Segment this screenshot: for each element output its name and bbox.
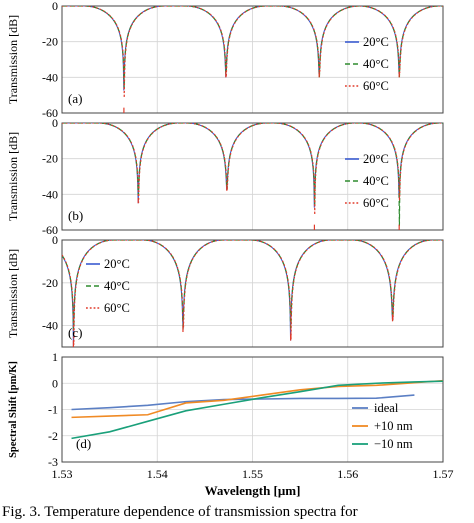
y-tick-label: -60 [42,106,58,120]
figure-caption: Fig. 3. Temperature dependence of transm… [2,504,358,520]
series-line-2 [71,379,443,419]
y-tick-label: 0 [52,376,58,390]
legend-label: 60°C [363,196,389,210]
series-line-3 [62,6,443,98]
legend-label: 40°C [104,279,130,293]
panel-label: (a) [68,91,82,106]
y-tick-label: 0 [52,0,58,13]
y-axis-label: Spectral Shift [pm/K] [8,361,19,458]
legend-label: −10 nm [374,437,413,451]
legend-label: 60°C [363,79,389,93]
y-tick-label: 0 [52,116,58,130]
legend-label: 20°C [104,257,130,271]
y-tick-label: -20 [42,152,58,166]
y-tick-label: -2 [48,429,58,443]
legend-label: +10 nm [374,419,413,433]
series-line-3 [62,123,443,215]
panel-label: (d) [76,436,91,451]
y-axis-label: Transmission [dB] [6,15,20,104]
y-tick-label: 0 [52,233,58,247]
legend-label: 60°C [104,301,130,315]
y-tick-label: -40 [42,187,58,201]
x-tick-label: 1.57 [433,467,454,481]
panel-label: (b) [68,208,83,223]
x-tick-label: 1.55 [242,467,263,481]
series-line-1 [71,394,415,411]
x-tick-label: 1.54 [147,467,168,481]
y-tick-label: -3 [48,455,58,469]
y-tick-label: 1 [52,350,58,364]
legend-label: ideal [374,401,399,415]
plot-frame [61,5,444,114]
y-axis-label: Transmission [dB] [6,249,20,338]
legend-label: 40°C [363,57,389,71]
panel-label: (c) [68,325,82,340]
panel-2: 0 -20 -40 -60 Transmission [dB] 20°C 40°C 60°C (… [6,116,444,237]
series-line-2 [62,6,443,88]
legend-label: 40°C [363,174,389,188]
x-tick-label: 1.53 [52,467,73,481]
legend-label: 20°C [363,152,389,166]
plot-frame [61,122,444,231]
y-tick-label: -1 [48,403,58,417]
panel-1: 0 -20 -40 -60 Transmission [dB] 20°C 40°C 60°C (… [6,0,444,120]
series-line-3 [62,240,443,345]
y-tick-label: -20 [42,35,58,49]
y-axis-label: Transmission [dB] [6,132,20,221]
y-tick-label: -40 [42,319,58,333]
plot-frame [61,356,444,463]
x-tick-label: 1.56 [337,467,358,481]
series-line-3 [71,380,443,440]
y-tick-label: -20 [42,276,58,290]
panel-3: 0 -20 -40 Transmission [dB] 20°C 40°C 60°C (c) [6,233,444,348]
y-tick-label: -40 [42,70,58,84]
panel-4: 1 0 -1 -2 -3 Spectral Shift [pm/K] 1.53 1.54 1.5… [8,350,454,498]
legend-label: 20°C [363,35,389,49]
x-axis-label: Wavelength [μm] [205,483,301,498]
y-tick-label: -60 [42,223,58,237]
